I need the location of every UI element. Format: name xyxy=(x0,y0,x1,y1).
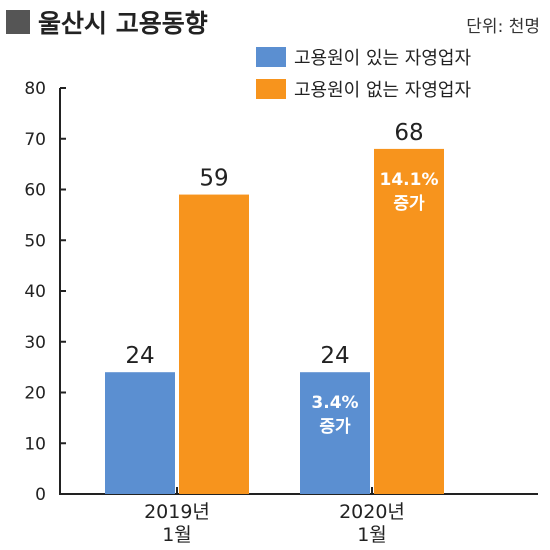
x-category-label-1-0: 2020년 xyxy=(339,501,405,523)
y-tick-label-40: 40 xyxy=(24,282,46,302)
y-tick-label-10: 10 xyxy=(24,434,46,454)
bar-series-2-category-0 xyxy=(179,194,249,494)
chart-title: 울산시 고용동향 xyxy=(38,9,208,38)
y-tick-label-50: 50 xyxy=(24,231,46,251)
legend-label-series-2: 고용원이 없는 자영업자 xyxy=(294,80,472,101)
legend-label-series-1: 고용원이 있는 자영업자 xyxy=(294,48,472,69)
legend: 고용원이 있는 자영업자 고용원이 없는 자영업자 xyxy=(256,44,471,108)
data-label-series-2-category-0: 59 xyxy=(199,166,228,192)
legend-item-series-1: 고용원이 있는 자영업자 xyxy=(256,44,471,70)
legend-swatch-series-1 xyxy=(256,47,286,67)
legend-item-series-2: 고용원이 없는 자영업자 xyxy=(256,76,471,102)
bar-series-2-category-1 xyxy=(374,148,444,494)
y-tick-label-80: 80 xyxy=(24,79,46,99)
y-tick-label-0: 0 xyxy=(35,485,46,505)
title-marker-square-icon xyxy=(6,10,30,34)
data-label-series-1-category-0: 24 xyxy=(125,343,154,369)
y-tick-label-60: 60 xyxy=(24,181,46,201)
annotation-1-line-1: 증가 xyxy=(393,194,425,214)
bar-series-1-category-1 xyxy=(300,372,370,494)
annotation-0-line-1: 증가 xyxy=(319,417,351,437)
unit-label: 단위: 천명 xyxy=(466,17,540,37)
annotation-1-line-0: 14.1% xyxy=(380,170,439,190)
annotation-0-line-0: 3.4% xyxy=(311,393,358,413)
y-tick-label-20: 20 xyxy=(24,384,46,404)
x-category-label-1-1: 1월 xyxy=(357,524,387,546)
data-label-series-2-category-1: 68 xyxy=(394,120,423,146)
title-area: 울산시 고용동향 xyxy=(6,4,208,40)
x-category-label-0-1: 1월 xyxy=(162,524,192,546)
legend-swatch-series-2 xyxy=(256,79,286,99)
y-tick-label-70: 70 xyxy=(24,130,46,150)
x-category-label-0-0: 2019년 xyxy=(144,501,210,523)
y-tick-label-30: 30 xyxy=(24,333,46,353)
data-label-series-1-category-1: 24 xyxy=(320,343,349,369)
bar-series-1-category-0 xyxy=(105,372,175,494)
